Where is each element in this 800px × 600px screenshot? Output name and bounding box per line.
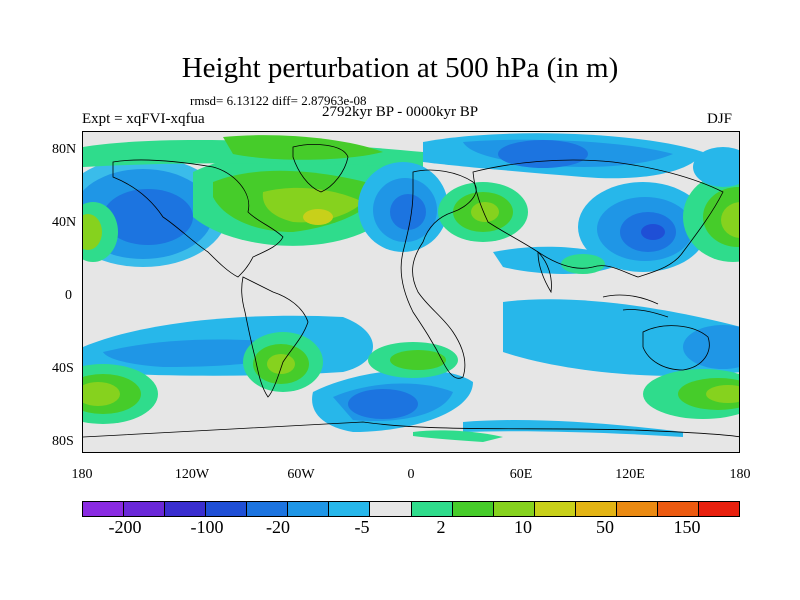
colorbar-swatch (534, 502, 576, 516)
colorbar-label: 150 (673, 517, 701, 537)
experiment-label: Expt = xqFVI-xqfua (82, 111, 205, 127)
field-contours (83, 133, 739, 442)
x-tick-label: 180 (729, 467, 751, 482)
y-tick-label: 40S (52, 361, 74, 376)
y-tick-label: 40N (52, 215, 77, 230)
colorbar-swatch (698, 502, 739, 516)
colorbar-label: 10 (514, 517, 532, 537)
map-title: Height perturbation at 500 hPa (in m) (181, 52, 619, 84)
x-tick-label: 120E (615, 467, 645, 482)
colorbar-swatch (206, 502, 248, 516)
colorbar-swatch (452, 502, 494, 516)
season-label: DJF (707, 111, 733, 127)
colorbar-swatch (411, 502, 453, 516)
period-label: 2792kyr BP - 0000kyr BP (322, 104, 479, 120)
x-tick-label: 60W (287, 467, 315, 482)
colorbar-swatch (83, 502, 125, 516)
y-tick-label: 0 (65, 288, 72, 303)
colorbar-swatch (493, 502, 535, 516)
colorbar-label: -20 (266, 517, 290, 537)
colorbar-label: 2 (436, 517, 446, 537)
stats-text: rmsd= 6.13122 diff= 2.87963e-08 (190, 93, 367, 108)
x-tick-label: 60E (509, 467, 533, 482)
colorbar-swatch (165, 502, 207, 516)
map-panel (82, 131, 740, 453)
coastlines (83, 144, 739, 438)
colorbar-label: -100 (190, 517, 224, 537)
colorbar (82, 501, 740, 517)
colorbar-swatch (329, 502, 371, 516)
map-field (83, 132, 739, 452)
colorbar-label: 50 (596, 517, 614, 537)
colorbar-swatch (370, 502, 412, 516)
x-tick-label: 0 (407, 467, 415, 482)
colorbar-swatch (575, 502, 617, 516)
x-tick-label: 180 (71, 467, 93, 482)
y-tick-label: 80S (52, 434, 74, 449)
colorbar-swatch (657, 502, 699, 516)
x-tick-label: 120W (174, 467, 210, 482)
colorbar-swatch (247, 502, 289, 516)
colorbar-label: -200 (108, 517, 142, 537)
y-tick-label: 80N (52, 142, 77, 157)
colorbar-label: -5 (354, 517, 370, 537)
colorbar-swatch (124, 502, 166, 516)
colorbar-swatch (616, 502, 658, 516)
colorbar-swatch (288, 502, 330, 516)
